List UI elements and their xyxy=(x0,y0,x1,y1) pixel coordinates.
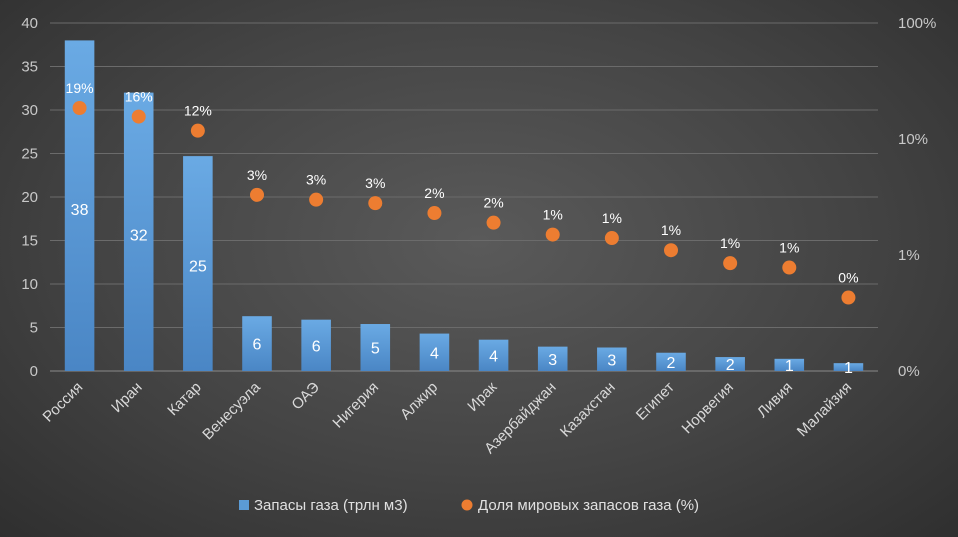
bar-value-label: 2 xyxy=(667,355,676,372)
y-tick-label: 0 xyxy=(30,363,38,380)
bar xyxy=(656,352,686,371)
y-tick-label: 35 xyxy=(21,59,38,76)
category-label: Россия xyxy=(40,379,87,426)
left-axis: 0 5 10 15 20 25 30 35 40 xyxy=(21,15,38,380)
point xyxy=(309,192,324,207)
point xyxy=(427,206,442,221)
bar xyxy=(537,346,568,371)
point xyxy=(250,187,264,202)
point xyxy=(486,215,501,230)
bar xyxy=(478,339,509,371)
y-tick-label: 15 xyxy=(21,233,38,250)
category-label: Ливия xyxy=(754,379,796,421)
category-label: Ирак xyxy=(464,379,500,415)
point-value-label: 16% xyxy=(125,89,153,105)
bar-value-label: 3 xyxy=(548,352,557,369)
point-series: 19% 16% 12% 3% 3% 3% 2% 2% 1% 1% 1% 1% 1% 0% xyxy=(66,80,859,305)
point xyxy=(841,290,856,305)
category-label: Венесуэла xyxy=(199,378,264,443)
y2-tick-label: 1% xyxy=(898,247,920,264)
point xyxy=(368,196,383,211)
legend-label: Доля мировых запасов газа (%) xyxy=(478,497,699,514)
bar-value-label: 38 xyxy=(71,202,89,219)
point-value-label: 0% xyxy=(838,270,858,286)
category-label: Норвегия xyxy=(679,379,737,437)
bar xyxy=(301,319,331,371)
bar xyxy=(123,92,154,371)
category-label: Катар xyxy=(164,379,204,419)
bar xyxy=(833,363,864,371)
y2-tick-label: 0% xyxy=(898,363,920,380)
point-value-label: 1% xyxy=(661,222,681,238)
category-label: ОАЭ xyxy=(288,379,323,414)
bar xyxy=(774,358,805,371)
bar-value-label: 25 xyxy=(189,259,207,276)
point-value-label: 2% xyxy=(424,185,444,201)
point-value-label: 1% xyxy=(779,240,799,256)
y-tick-label: 5 xyxy=(30,320,38,337)
category-label: Нигерия xyxy=(329,379,382,432)
bar-value-label: 4 xyxy=(430,345,439,362)
point-value-label: 3% xyxy=(306,172,326,188)
bar-value-label: 4 xyxy=(489,348,498,365)
category-label: Алжир xyxy=(397,379,441,423)
right-axis: 0% 1% 10% 100% xyxy=(898,15,936,380)
y2-tick-label: 10% xyxy=(898,131,928,148)
bar-value-label: 2 xyxy=(726,357,735,374)
bar-value-label: 32 xyxy=(130,228,148,245)
category-label: Египет xyxy=(633,379,678,424)
category-label: Казахстан xyxy=(557,379,619,441)
bar-value-label: 3 xyxy=(607,352,616,369)
point-value-label: 19% xyxy=(66,80,94,96)
y2-tick-label: 100% xyxy=(898,15,936,32)
legend-bar-swatch xyxy=(239,500,249,510)
bar xyxy=(419,333,450,371)
point-value-label: 3% xyxy=(247,167,267,183)
y-tick-label: 30 xyxy=(21,102,38,119)
bar xyxy=(242,316,272,371)
point xyxy=(723,256,738,271)
y-tick-label: 25 xyxy=(21,146,38,163)
legend-label: Запасы газа (трлн м3) xyxy=(254,497,408,514)
legend-point-swatch xyxy=(461,499,473,511)
point xyxy=(604,231,619,246)
bar xyxy=(183,156,213,371)
point-value-label: 12% xyxy=(184,103,212,119)
y-tick-label: 20 xyxy=(21,189,38,206)
bar-value-label: 1 xyxy=(844,360,853,377)
legend: Запасы газа (трлн м3) Доля мировых запасо… xyxy=(239,497,699,514)
y-tick-label: 10 xyxy=(21,276,38,293)
point xyxy=(72,101,87,116)
point-value-label: 3% xyxy=(365,175,385,191)
point xyxy=(190,123,205,138)
point-value-label: 2% xyxy=(483,195,503,211)
point-value-label: 1% xyxy=(720,235,740,251)
bar xyxy=(64,40,95,372)
bar xyxy=(715,357,745,371)
bar-value-label: 6 xyxy=(253,337,262,354)
bar-value-label: 1 xyxy=(785,358,794,375)
y-tick-label: 40 xyxy=(21,15,38,32)
point xyxy=(664,243,678,258)
bar xyxy=(360,324,391,371)
point xyxy=(131,109,146,124)
point-value-label: 1% xyxy=(543,207,563,223)
category-label: Малайзия xyxy=(794,379,855,440)
gridlines xyxy=(50,22,878,372)
point-value-label: 1% xyxy=(602,210,622,226)
category-label: Иран xyxy=(108,379,145,416)
point xyxy=(782,260,797,275)
bar-value-label: 6 xyxy=(312,338,321,355)
bar-value-label: 5 xyxy=(371,341,380,358)
bar xyxy=(597,347,627,371)
point xyxy=(545,227,560,242)
